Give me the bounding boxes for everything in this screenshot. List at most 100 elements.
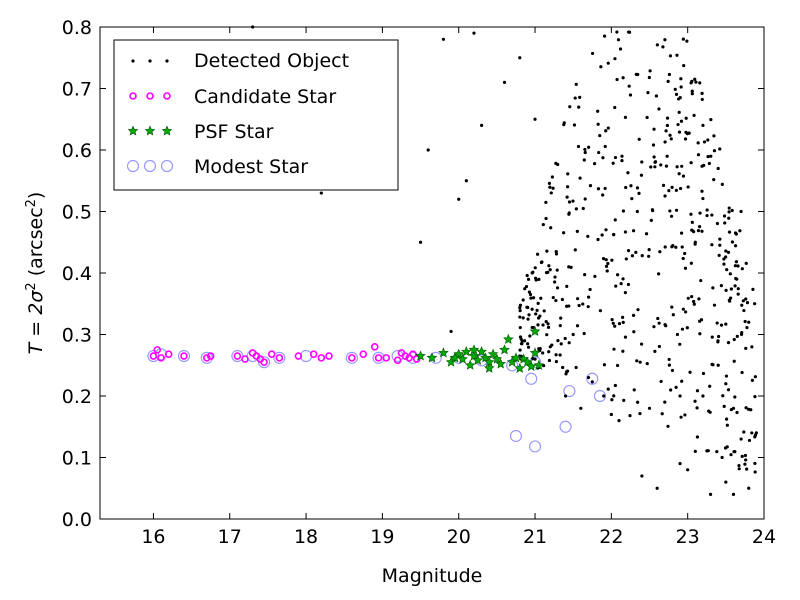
detected-object-point bbox=[536, 316, 541, 320]
legend: Detected Object Candidate Star PSF Star … bbox=[113, 39, 399, 191]
detected-object-point bbox=[604, 264, 609, 268]
detected-object-point bbox=[668, 133, 672, 137]
detected-object-point bbox=[632, 330, 636, 334]
detected-object-point bbox=[693, 242, 697, 246]
detected-object-point bbox=[670, 305, 674, 309]
detected-object-point bbox=[637, 137, 641, 141]
detected-object-point bbox=[615, 30, 619, 34]
detected-object-point bbox=[717, 253, 721, 257]
detected-object-point bbox=[651, 208, 655, 213]
detected-object-point bbox=[565, 284, 569, 288]
detected-object-point bbox=[638, 411, 642, 416]
detected-object-point bbox=[648, 69, 652, 73]
psf-star-point bbox=[499, 344, 510, 355]
detected-object-point bbox=[621, 277, 625, 281]
detected-object-point bbox=[652, 155, 656, 159]
detected-object-point bbox=[610, 258, 614, 262]
detected-object-point bbox=[712, 178, 716, 182]
candidate-star-point bbox=[206, 352, 215, 360]
detected-object-point bbox=[545, 333, 549, 337]
candidate-star-point bbox=[393, 356, 402, 365]
detected-object-point bbox=[576, 297, 580, 301]
detected-object-point bbox=[690, 89, 694, 93]
detected-object-point bbox=[698, 319, 702, 323]
detected-object-point bbox=[581, 302, 585, 306]
detected-object-point bbox=[577, 105, 581, 109]
candidate-star-point bbox=[348, 354, 356, 362]
detected-object-point bbox=[596, 109, 600, 113]
detected-object-point bbox=[604, 228, 608, 232]
detected-object-point bbox=[653, 160, 657, 164]
detected-object-point bbox=[693, 399, 697, 403]
detected-object-point bbox=[635, 186, 640, 190]
detected-object-point bbox=[535, 308, 539, 312]
detected-object-point bbox=[526, 317, 530, 321]
detected-object-point bbox=[586, 295, 591, 299]
detected-object-point bbox=[472, 31, 476, 35]
detected-object-point bbox=[601, 257, 606, 261]
psf-star-point bbox=[426, 352, 438, 363]
candidate-star-point bbox=[317, 354, 326, 362]
detected-object-point bbox=[657, 107, 661, 111]
detected-object-point bbox=[677, 110, 681, 114]
detected-object-point bbox=[661, 183, 666, 188]
detected-object-point bbox=[521, 316, 525, 320]
detected-object-point bbox=[675, 165, 679, 169]
detected-object-point bbox=[568, 105, 572, 109]
detected-object-point bbox=[563, 394, 568, 398]
detected-object-point bbox=[547, 181, 552, 185]
detected-object-point bbox=[520, 342, 524, 346]
detected-object-point bbox=[686, 468, 690, 472]
detected-object-point bbox=[575, 324, 580, 328]
legend-marker-circle-large bbox=[160, 159, 174, 173]
legend-marker-star bbox=[161, 125, 173, 136]
candidate-star-point bbox=[180, 352, 188, 360]
detected-object-point bbox=[705, 449, 709, 453]
detected-object-point bbox=[743, 462, 747, 466]
detected-object-point bbox=[640, 160, 644, 164]
psf-star-point bbox=[457, 353, 468, 364]
detected-object-point bbox=[545, 249, 549, 253]
detected-object-point bbox=[548, 185, 552, 189]
y-tick-label: 0.3 bbox=[62, 325, 92, 347]
detected-object-point bbox=[561, 365, 565, 370]
detected-object-point bbox=[753, 470, 757, 474]
detected-object-point bbox=[587, 145, 591, 149]
detected-object-point bbox=[659, 379, 663, 384]
detected-object-point bbox=[624, 185, 628, 190]
detected-object-point bbox=[621, 76, 625, 80]
detected-object-point bbox=[708, 410, 712, 414]
detected-object-point bbox=[737, 463, 741, 468]
detected-object-point bbox=[581, 206, 585, 211]
detected-object-point bbox=[686, 296, 690, 300]
detected-object-point bbox=[753, 302, 757, 306]
detected-object-point bbox=[611, 321, 615, 325]
detected-object-point bbox=[675, 53, 679, 57]
detected-object-point bbox=[634, 250, 638, 254]
detected-object-point bbox=[674, 188, 678, 192]
detected-object-point bbox=[698, 332, 702, 336]
candidate-star-point bbox=[241, 355, 249, 363]
detected-object-point bbox=[702, 140, 707, 144]
detected-object-point bbox=[729, 453, 733, 457]
psf-star-point bbox=[529, 325, 541, 336]
detected-object-point bbox=[571, 332, 575, 337]
detected-object-point bbox=[620, 154, 624, 158]
detected-object-point bbox=[606, 126, 610, 130]
detected-object-point bbox=[620, 159, 624, 163]
detected-object-point bbox=[533, 266, 537, 270]
detected-object-point bbox=[720, 182, 724, 186]
detected-object-point bbox=[719, 323, 724, 327]
detected-object-point bbox=[646, 91, 650, 95]
detected-object-point bbox=[722, 257, 726, 261]
detected-object-point bbox=[740, 370, 744, 375]
detected-object-point bbox=[663, 38, 667, 42]
candidate-star-point bbox=[153, 346, 162, 354]
detected-object-point bbox=[694, 80, 698, 84]
detected-object-point bbox=[737, 467, 741, 471]
detected-object-point bbox=[626, 30, 631, 34]
detected-object-point bbox=[542, 364, 546, 368]
detected-object-point bbox=[740, 454, 744, 459]
detected-object-point bbox=[706, 154, 710, 159]
detected-object-point bbox=[556, 162, 560, 167]
